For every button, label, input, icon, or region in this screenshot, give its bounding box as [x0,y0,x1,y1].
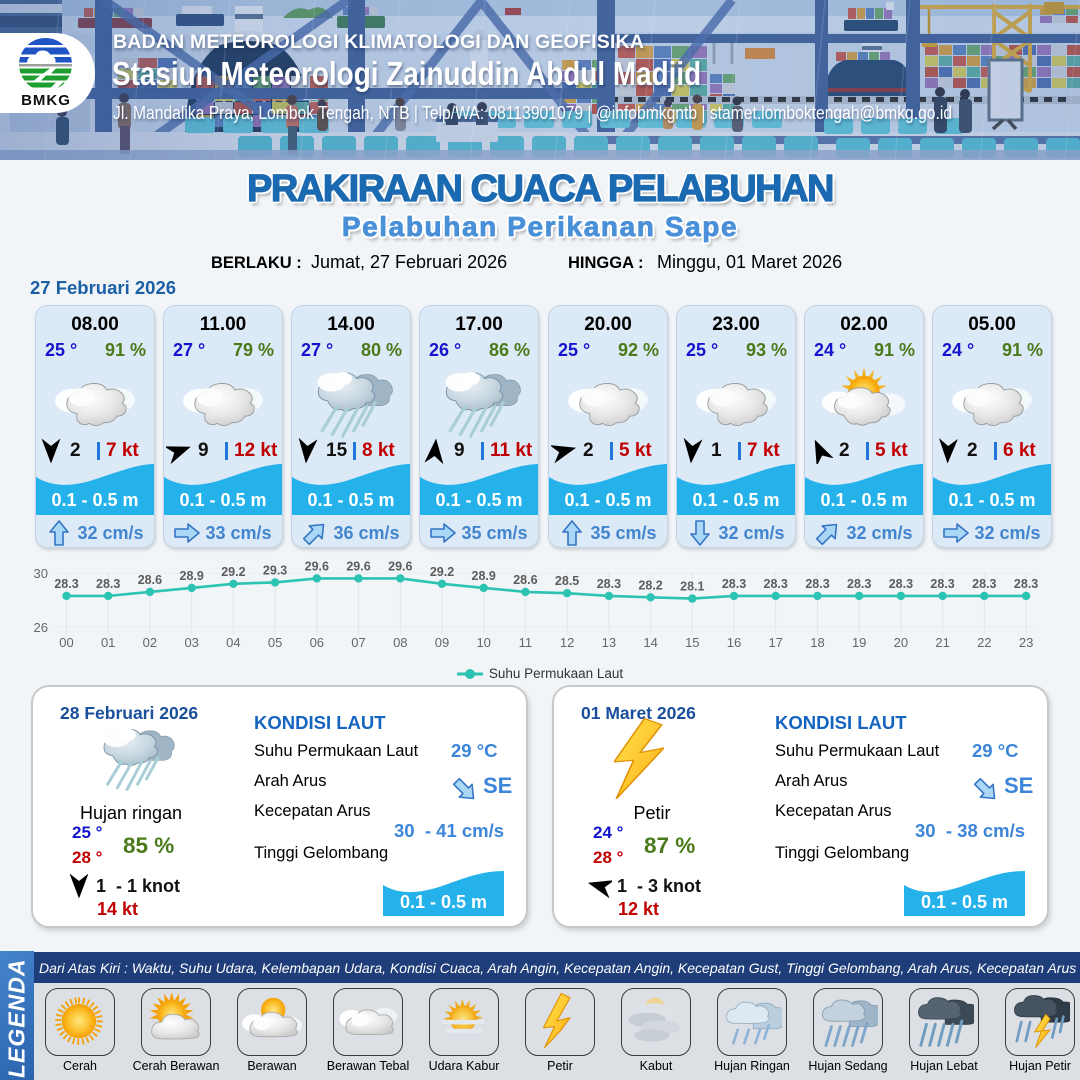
svg-text:28.9: 28.9 [472,569,496,583]
svg-text:01: 01 [101,635,115,650]
svg-text:03: 03 [184,635,198,650]
svg-text:29.3: 29.3 [263,563,287,577]
svg-text:28.3: 28.3 [889,577,913,591]
svg-text:28.9: 28.9 [180,569,204,583]
svg-text:28.1: 28.1 [680,580,704,594]
svg-text:26: 26 [34,620,48,635]
svg-text:02: 02 [143,635,157,650]
svg-text:28.3: 28.3 [54,577,78,591]
svg-text:29.2: 29.2 [430,565,454,579]
svg-text:07: 07 [351,635,365,650]
svg-text:29.6: 29.6 [305,560,329,573]
svg-text:22: 22 [977,635,991,650]
svg-text:28.3: 28.3 [764,577,788,591]
svg-text:28.5: 28.5 [555,574,579,588]
svg-text:30: 30 [34,566,48,581]
svg-text:05: 05 [268,635,282,650]
svg-text:10: 10 [476,635,490,650]
svg-text:16: 16 [727,635,741,650]
svg-text:29.6: 29.6 [388,560,412,573]
svg-text:17: 17 [768,635,782,650]
svg-text:28.6: 28.6 [138,573,162,587]
svg-text:28.6: 28.6 [513,573,537,587]
svg-text:28.3: 28.3 [1014,577,1038,591]
svg-text:28.3: 28.3 [597,577,621,591]
svg-text:28.3: 28.3 [805,577,829,591]
svg-text:11: 11 [519,635,533,650]
svg-text:15: 15 [685,635,699,650]
svg-text:28.3: 28.3 [930,577,954,591]
svg-text:14: 14 [643,635,657,650]
svg-text:28.3: 28.3 [96,577,120,591]
svg-text:06: 06 [310,635,324,650]
svg-text:21: 21 [935,635,949,650]
svg-text:29.6: 29.6 [346,560,370,573]
svg-text:28.3: 28.3 [722,577,746,591]
svg-text:20: 20 [894,635,908,650]
svg-text:18: 18 [810,635,824,650]
svg-text:12: 12 [560,635,574,650]
svg-text:23: 23 [1019,635,1033,650]
svg-text:04: 04 [226,635,240,650]
svg-text:28.2: 28.2 [638,578,662,592]
svg-text:29.2: 29.2 [221,565,245,579]
svg-text:28.3: 28.3 [972,577,996,591]
svg-text:00: 00 [59,635,73,650]
svg-text:19: 19 [852,635,866,650]
svg-text:28.3: 28.3 [847,577,871,591]
svg-text:13: 13 [602,635,616,650]
svg-text:08: 08 [393,635,407,650]
svg-text:09: 09 [435,635,449,650]
